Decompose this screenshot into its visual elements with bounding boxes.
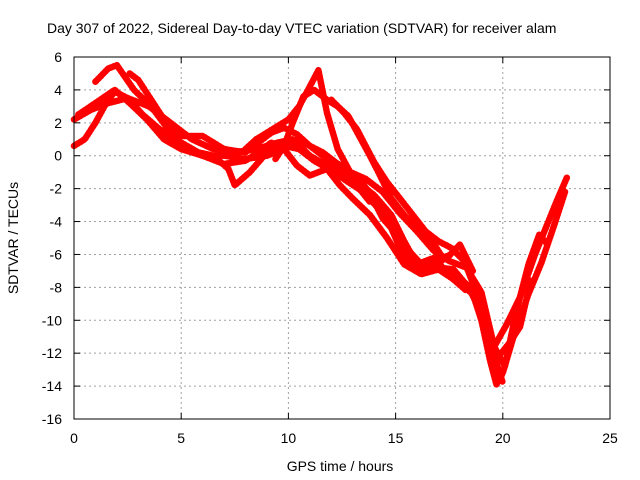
series-group	[70, 61, 571, 388]
y-tick-label: -16	[42, 411, 62, 427]
x-tick-label: 5	[177, 430, 185, 446]
chart-title: Day 307 of 2022, Sidereal Day-to-day VTE…	[47, 20, 556, 36]
x-tick-labels: 0 5 10 15 20 25	[70, 430, 618, 446]
axis-ticks	[73, 56, 611, 420]
x-tick-label: 20	[495, 430, 511, 446]
y-tick-label: 6	[54, 49, 62, 65]
y-tick-label: -14	[42, 378, 62, 394]
series-markers-track-3	[75, 86, 534, 360]
y-axis-label: SDTVAR / TECUs	[5, 182, 21, 294]
x-tick-label: 25	[602, 430, 618, 446]
series-line-track-9	[355, 181, 474, 272]
y-tick-label: 4	[54, 82, 62, 98]
series-track-9	[353, 178, 477, 275]
x-axis-label: GPS time / hours	[287, 458, 394, 474]
series-line-track-8	[330, 98, 504, 384]
y-tick-labels: -16 -14 -12 -10 -8 -6 -4 -2 0 2 4 6	[42, 49, 62, 427]
y-tick-label: -10	[42, 312, 62, 328]
x-tick-label: 0	[70, 430, 78, 446]
y-tick-label: -8	[50, 279, 63, 295]
y-tick-label: -6	[50, 246, 63, 262]
y-tick-label: -2	[50, 181, 63, 197]
series-line-track-3	[77, 88, 532, 358]
y-tick-label: 2	[54, 115, 62, 131]
y-tick-label: -12	[42, 345, 62, 361]
series-line-track-6	[244, 69, 371, 203]
y-tick-label: -4	[50, 214, 63, 230]
series-markers-track-8	[328, 96, 507, 387]
x-tick-label: 10	[281, 430, 297, 446]
y-tick-label: 0	[54, 148, 62, 164]
series-track-8	[328, 96, 507, 387]
series-track-6	[242, 66, 374, 206]
x-tick-label: 15	[388, 430, 404, 446]
series-track-3	[75, 86, 534, 360]
plot-frame	[73, 56, 611, 420]
